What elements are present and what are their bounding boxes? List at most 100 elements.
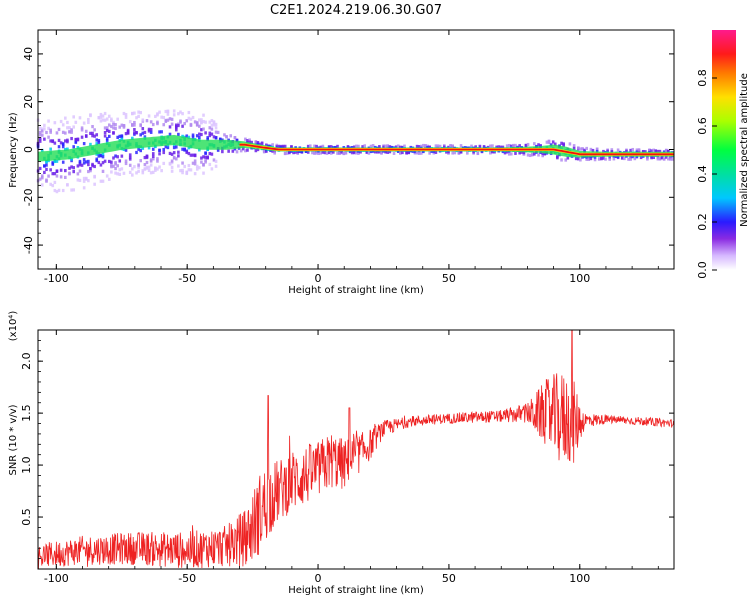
y-tick-label: 2.0 [20,352,33,370]
heatmap-cell [415,144,419,149]
heatmap-cell [204,155,207,159]
heatmap-cell [66,183,69,187]
heatmap-cell [654,149,658,153]
snr-panel: -100 -50 0 50 100 0.5 1.0 1.5 2.0 Height of str… [8,311,675,596]
heatmap-cell [139,111,142,115]
heatmap-cell [38,177,42,181]
heatmap-cell [187,146,191,150]
heatmap-cell [40,127,44,131]
heatmap-cell [38,139,42,143]
heatmap-cell [191,133,195,137]
heatmap-cell [124,161,128,166]
heatmap-cell [40,176,44,180]
heatmap-cell [145,160,149,165]
heatmap-cell [606,149,609,153]
heatmap-cell [55,190,59,194]
heatmap-cell [204,120,207,124]
heatmap-cell [139,123,142,128]
heatmap-cell [143,167,147,171]
heatmap-cell [233,136,237,140]
heatmap-cell [656,157,660,161]
heatmap-cell [671,157,674,161]
heatmap-cell [325,151,329,155]
heatmap-cell [208,126,212,130]
heatmap-cell [244,149,247,153]
heatmap-cell [116,135,119,139]
heatmap-cell [195,134,199,138]
heatmap-cell [225,135,228,139]
heatmap-cell [369,144,373,148]
heatmap-cell [112,131,115,135]
heatmap-cell [59,119,63,124]
heatmap-cell [97,160,101,165]
heatmap-cell [45,167,48,172]
heatmap-cell [118,159,122,163]
heatmap-cell [658,149,662,154]
heatmap-cell [543,152,547,156]
heatmap-cell [89,166,92,171]
heatmap-cell [72,170,75,174]
heatmap-cell [537,153,540,157]
heatmap-cell [147,129,151,133]
heatmap-cell [59,168,63,172]
heatmap-cell [417,150,421,154]
heatmap-cell [82,176,86,181]
heatmap-cell [107,159,111,164]
heatmap-cell [137,110,140,114]
heatmap-cell [660,155,664,160]
heatmap-cell [577,157,580,161]
heatmap-cell [656,149,660,154]
heatmap-cell [40,183,44,187]
heatmap-cell [110,160,113,164]
heatmap-cell [355,144,358,148]
heatmap-cell [107,123,111,127]
heatmap-cell [522,152,526,156]
heatmap-cell [336,151,339,155]
x-tick-label: 100 [569,572,590,585]
heatmap-cell [118,125,122,129]
heatmap-cell [394,145,398,149]
heatmap-cell [602,156,605,160]
heatmap-cell [210,123,214,127]
heatmap-cell [141,127,145,131]
heatmap-cell [229,134,233,138]
heatmap-cell [206,156,209,160]
heatmap-cell [315,144,318,149]
heatmap-cell [82,179,86,183]
heatmap-cell [512,143,515,148]
heatmap-cell [181,161,184,165]
heatmap-cell [200,156,203,160]
heatmap-cell [181,134,184,138]
heatmap-cell [181,147,184,151]
heatmap-cell [45,163,48,167]
heatmap-cell [156,167,159,171]
heatmap-cell [170,165,174,169]
heatmap-cell [43,164,46,168]
heatmap-cell [195,121,199,125]
heatmap-cell [489,144,492,148]
heatmap-cell [89,142,92,147]
heatmap-cell [644,150,647,154]
spectrogram-x-label: Height of straight line (km) [288,285,424,296]
heatmap-cell [91,134,94,138]
heatmap-cell [78,116,82,120]
heatmap-cell [128,170,132,175]
heatmap-cell [82,121,86,125]
heatmap-cell [321,150,325,154]
heatmap-cell [627,157,630,161]
heatmap-cell [66,126,69,130]
heatmap-cell [99,179,103,183]
heatmap-cell [501,145,505,149]
heatmap-cell [352,151,356,155]
heatmap-cell [371,144,375,148]
y-tick-label: 1.0 [20,456,33,474]
heatmap-cell [204,131,207,135]
heatmap-cell [388,150,392,154]
heatmap-cell [72,145,75,149]
heatmap-cell [231,149,235,153]
heatmap-cell [602,149,605,154]
heatmap-cell [271,149,274,153]
heatmap-cell [49,139,52,143]
heatmap-cell [361,145,364,149]
heatmap-cell [174,145,178,149]
